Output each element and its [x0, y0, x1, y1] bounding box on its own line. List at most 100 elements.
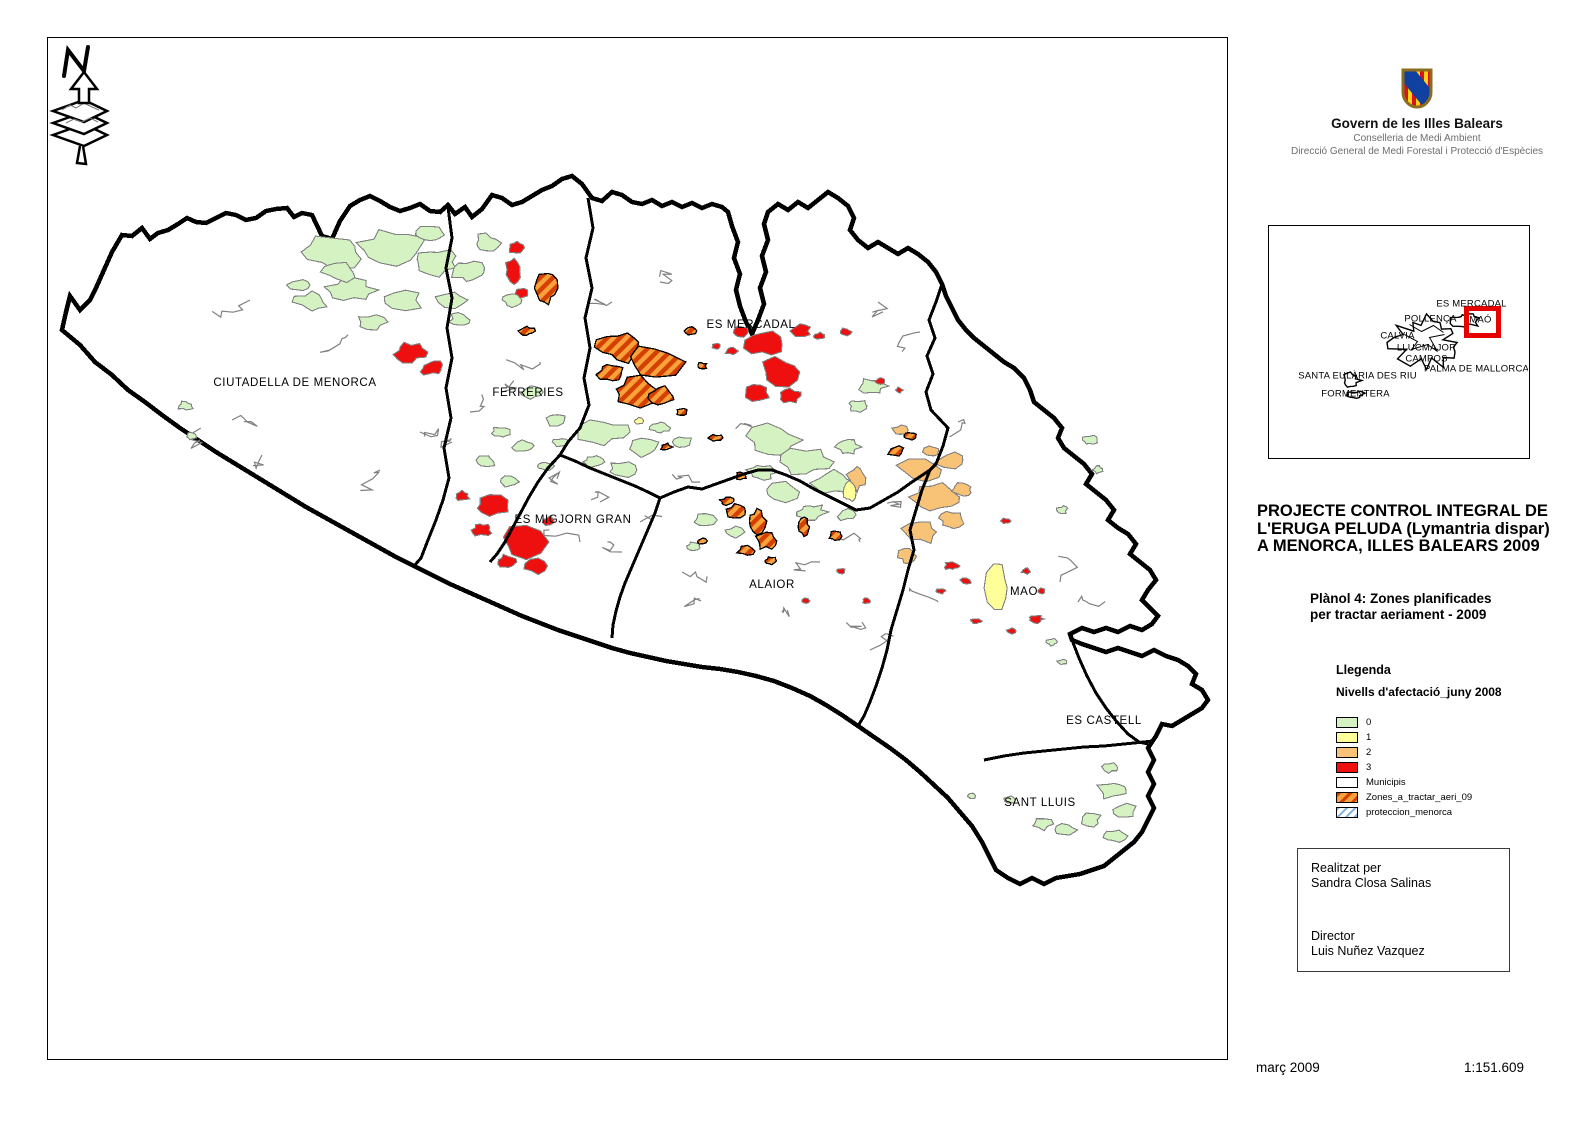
- affectation-level-0-patch: [779, 447, 836, 476]
- affectation-level-0-patch: [724, 525, 746, 539]
- terrain-outline: [252, 454, 264, 471]
- map-label-alaior: ALAIOR: [749, 579, 795, 591]
- terrain-outline: [419, 428, 440, 438]
- map-label-es-migjorn-gran: ES MIGJORN GRAN: [515, 514, 632, 526]
- aerial-treatment-zone-patch: [735, 544, 756, 556]
- inset-label-maó: MAÓ: [1469, 315, 1491, 326]
- terrain-outline: [231, 414, 258, 427]
- affectation-level-0-patch: [475, 455, 496, 468]
- affectation-level-3-patch: [508, 240, 526, 254]
- inset-label-formentera: FORMENTERA: [1321, 389, 1390, 400]
- coat-of-arms-icon: [1401, 68, 1433, 109]
- affectation-level-0-patch: [357, 314, 389, 331]
- aerial-treatment-zone-patch: [683, 326, 698, 336]
- municipality-border-6: [856, 283, 950, 727]
- affectation-level-3-patch: [523, 557, 549, 576]
- aerial-treatment-zone-patch: [647, 385, 675, 406]
- affectation-level-3-patch: [724, 346, 740, 356]
- mallorca-detail: [1409, 324, 1444, 333]
- affectation-level-3-patch: [761, 355, 801, 388]
- title-line-2: L'ERUGA PELUDA (Lymantria dispar): [1257, 519, 1550, 538]
- terrain-outline: [871, 301, 889, 318]
- affectation-level-3-patch: [874, 377, 886, 385]
- affectation-level-0-patch: [1102, 829, 1129, 843]
- inset-label-llucmajor: LLUCMAJOR: [1397, 343, 1456, 354]
- municipality-border-1: [558, 197, 595, 456]
- terrain-outline: [1058, 555, 1079, 583]
- north-letter-n: [62, 45, 90, 78]
- legend-item-6: proteccion_menorca: [1336, 805, 1551, 820]
- inset-label-calvià: CALVIÀ: [1380, 331, 1415, 342]
- affectation-level-3-patch: [514, 287, 529, 299]
- legend-label-3: 3: [1366, 762, 1372, 773]
- inset-label-santa-eulària-des-riu: SANTA EULÀRIA DES RIU: [1298, 371, 1417, 382]
- affectation-level-2-patch: [937, 510, 965, 530]
- legend-item-4: Municipis: [1336, 775, 1551, 790]
- affectation-level-0-patch: [383, 289, 423, 312]
- north-arrow-icon: [49, 45, 110, 166]
- affectation-level-3-patch: [744, 384, 771, 402]
- credits-box: Realitzat per Sandra Closa Salinas Direc…: [1297, 848, 1510, 972]
- terrain-outline: [590, 491, 611, 503]
- aerial-treatment-zone-patch: [886, 444, 905, 457]
- map-label-ciutadella-de-menorca: CIUTADELLA DE MENORCA: [213, 377, 376, 389]
- legend-item-2: 2: [1336, 745, 1551, 760]
- legend-swatch-3: [1336, 762, 1358, 773]
- aerial-treatment-zone-patch: [828, 530, 843, 542]
- affectation-level-3-patch: [969, 618, 984, 625]
- affectation-level-2-patch: [890, 424, 909, 435]
- affectation-level-3-patch: [999, 517, 1012, 525]
- affectation-level-2-patch: [895, 458, 943, 483]
- director-label: Director: [1311, 929, 1355, 943]
- legend-item-3: 3: [1336, 760, 1551, 775]
- affectation-level-3-patch: [839, 327, 853, 337]
- legend-items: 0 1 2 3 Municipis Zones_a_tractar_aeri_09 prot…: [1336, 715, 1551, 820]
- affectation-level-0-patch: [833, 439, 864, 455]
- aerial-treatment-zone-patch: [629, 345, 687, 378]
- terrain-outline: [793, 561, 821, 572]
- aerial-treatment-zone-patch: [718, 496, 735, 507]
- legend-swatch-2: [1336, 747, 1358, 758]
- terrain-outline: [781, 606, 790, 618]
- affectation-level-0-patch: [685, 541, 701, 551]
- municipality-border-2: [488, 453, 562, 563]
- legend-swatch-5: [1336, 792, 1358, 803]
- affectation-level-0-patch: [836, 507, 857, 522]
- affectation-level-0-patch: [1080, 812, 1102, 828]
- mallorca-detail: [1404, 334, 1445, 352]
- aerial-treatment-zone-patch: [697, 361, 708, 370]
- terrain-outline: [683, 597, 702, 608]
- affectation-level-3-patch: [542, 514, 555, 526]
- map-label-es-mercadal: ES MERCADAL: [706, 319, 795, 331]
- affectation-level-3-patch: [959, 577, 972, 585]
- terrain-outline: [658, 269, 673, 285]
- affectation-level-1-patch: [983, 563, 1008, 611]
- aerial-treatment-zone-patch: [797, 516, 811, 538]
- affectation-level-0-patch: [628, 437, 660, 459]
- affectation-level-3-patch: [419, 360, 444, 376]
- affectation-level-0-patch: [1031, 818, 1055, 832]
- affectation-level-3-patch: [504, 257, 521, 286]
- aerial-treatment-zone-patch: [748, 507, 768, 536]
- org-direction: Direcció General de Medi Forestal i Prot…: [1290, 146, 1544, 157]
- terrain-outline: [681, 570, 708, 584]
- legend-swatch-0: [1336, 717, 1358, 728]
- affectation-level-3-patch: [742, 330, 783, 356]
- terrain-outline: [319, 334, 349, 353]
- affectation-level-0-patch: [1112, 802, 1137, 818]
- aerial-treatment-zone-patch: [533, 272, 559, 306]
- eivissa-outline: [1343, 371, 1365, 388]
- terrain-outline: [886, 500, 902, 508]
- affectation-level-3-patch: [1019, 567, 1032, 575]
- municipality-border-8: [1070, 639, 1149, 746]
- aerial-treatment-zone-patch: [516, 325, 537, 336]
- affectation-level-3-patch: [1005, 627, 1017, 635]
- affectation-level-0-patch: [1055, 504, 1069, 515]
- legend-label-6: proteccion_menorca: [1366, 807, 1453, 818]
- affectation-level-1-patch: [842, 479, 857, 503]
- legend-label-1: 1: [1366, 732, 1372, 743]
- menorca-coastline: [59, 173, 1211, 887]
- legend-label-4: Municipis: [1366, 777, 1406, 788]
- terrain-outline: [469, 394, 486, 413]
